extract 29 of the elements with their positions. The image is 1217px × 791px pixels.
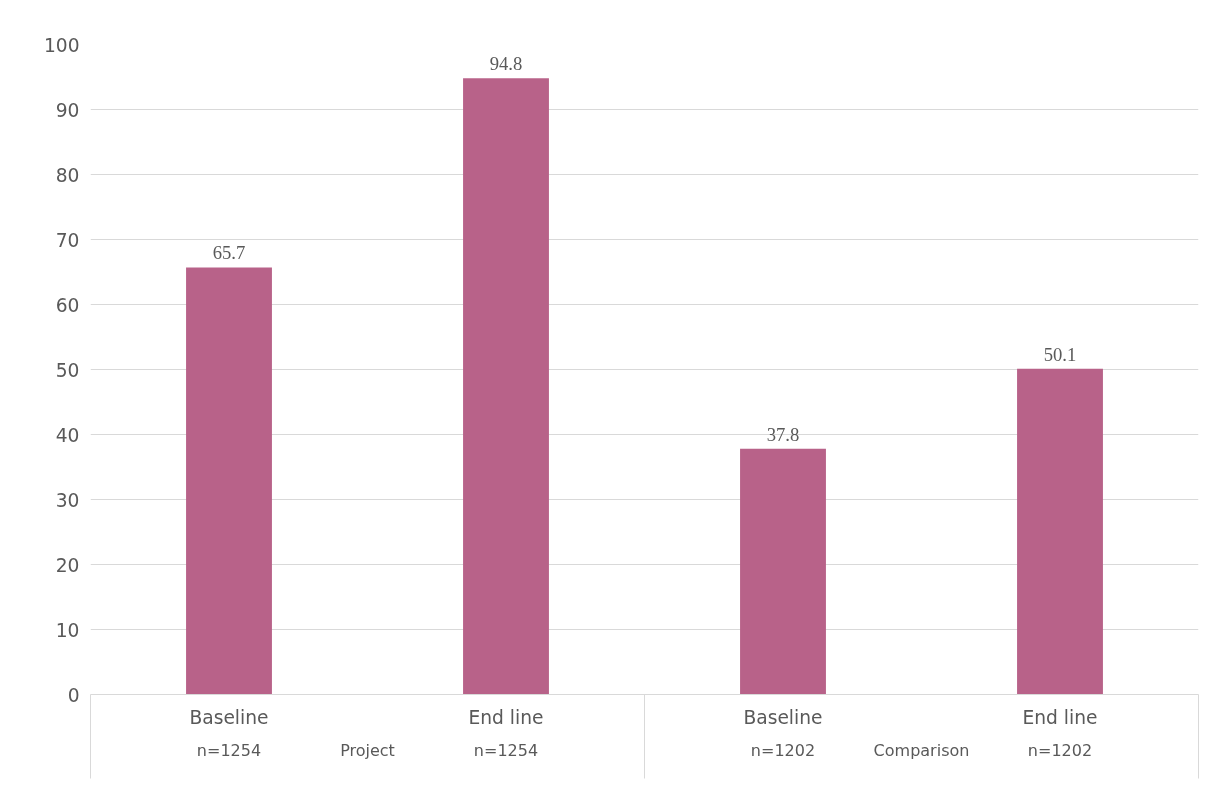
y-tick-label: 70	[55, 229, 80, 251]
text: n=1254	[196, 740, 262, 760]
y-tick-label: 30	[55, 489, 80, 511]
y-tick-label: 0	[67, 684, 80, 706]
y-tick-label: 100	[43, 34, 80, 56]
bar	[1017, 368, 1103, 695]
y-tick-label: 50	[55, 359, 80, 381]
text: n=1254	[473, 740, 539, 760]
y-tick-label: 60	[55, 294, 80, 316]
x-tick-label: End line	[468, 706, 544, 728]
text: n=1202	[750, 740, 816, 760]
y-tick-label: 40	[55, 424, 80, 446]
y-tick-label: 10	[55, 619, 80, 641]
data-label: 50.1	[1043, 343, 1077, 365]
y-tick-label: 80	[55, 164, 80, 186]
x-tick-label: Baseline	[189, 706, 269, 728]
bar	[186, 267, 272, 695]
text: n=1202	[1027, 740, 1093, 760]
bar	[463, 78, 549, 695]
text: Comparison	[873, 740, 970, 760]
data-label: 37.8	[766, 423, 800, 445]
x-tick-label: Baseline	[743, 706, 823, 728]
x-tick-label: End line	[1022, 706, 1098, 728]
bar	[740, 448, 826, 695]
data-label: 65.7	[212, 242, 246, 264]
y-tick-label: 90	[55, 99, 80, 121]
data-label: 94.8	[489, 53, 523, 75]
text: Project	[340, 740, 395, 760]
y-tick-label: 20	[55, 554, 80, 576]
